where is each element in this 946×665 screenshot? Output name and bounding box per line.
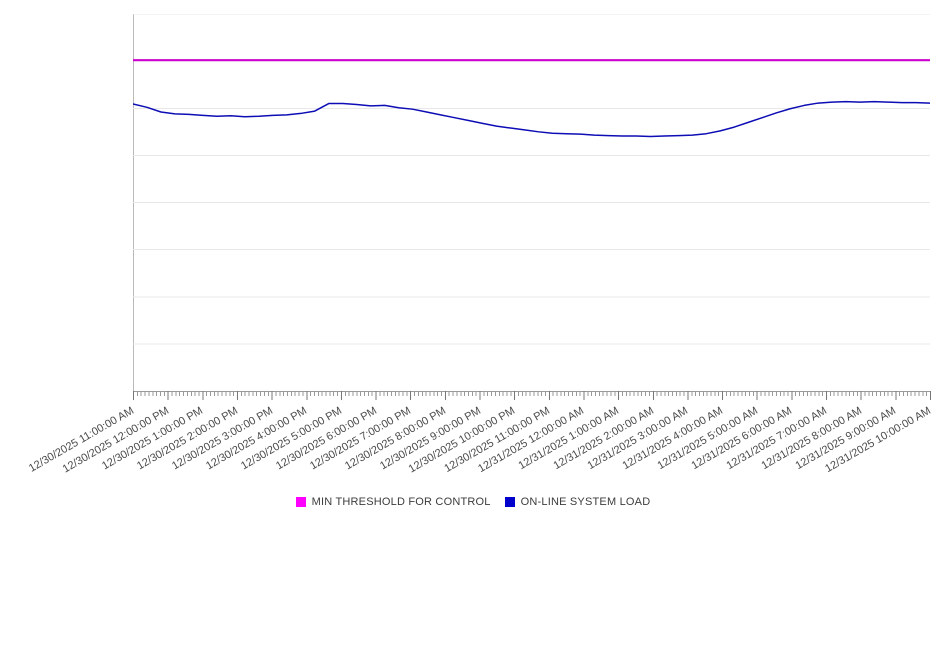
chart-container: 12/30/2025 11:00:00 AM 12/30/2025 12:00:0…	[0, 14, 946, 508]
legend-label-on-line-system-load: ON-LINE SYSTEM LOAD	[520, 496, 651, 508]
x-axis-tick-strip	[133, 391, 931, 405]
legend-swatch-blue	[504, 497, 515, 507]
legend-item-min-threshold-for-control[interactable]: MIN THRESHOLD FOR CONTROL	[295, 496, 491, 508]
x-axis-ticks-svg	[133, 391, 931, 400]
plot-svg	[133, 14, 930, 345]
series-on-line-system-load	[133, 100, 930, 138]
legend-swatch-magenta	[295, 497, 306, 507]
x-axis-minor-ticks	[133, 391, 931, 396]
x-axis-major-ticks	[133, 391, 931, 400]
series-layer	[133, 59, 930, 138]
plot-area	[133, 14, 930, 391]
legend-label-min-threshold-for-control: MIN THRESHOLD FOR CONTROL	[311, 496, 491, 508]
legend-item-on-line-system-load[interactable]: ON-LINE SYSTEM LOAD	[504, 496, 651, 508]
gridlines	[133, 14, 930, 345]
chart-legend: MIN THRESHOLD FOR CONTROL ON-LINE SYSTEM…	[0, 496, 946, 508]
